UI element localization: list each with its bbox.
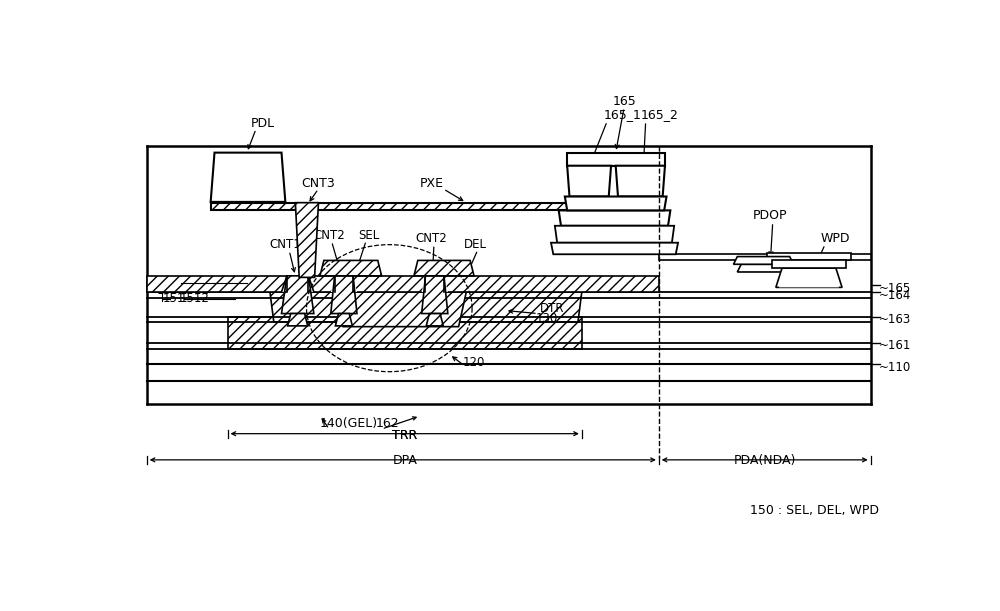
Polygon shape: [779, 274, 839, 287]
Text: 120: 120: [462, 356, 485, 368]
Text: ~110: ~110: [878, 361, 910, 374]
Polygon shape: [422, 276, 448, 313]
Polygon shape: [270, 292, 582, 322]
Text: 151: 151: [163, 293, 185, 306]
Text: ~163: ~163: [878, 313, 910, 326]
Bar: [567, 153, 665, 166]
Polygon shape: [616, 166, 665, 197]
Polygon shape: [565, 197, 666, 210]
Text: PDL: PDL: [251, 117, 275, 130]
Polygon shape: [331, 276, 357, 292]
Text: DEL: DEL: [464, 238, 487, 251]
Polygon shape: [295, 203, 318, 277]
Text: 130: 130: [536, 312, 558, 324]
Text: ~161: ~161: [878, 339, 911, 353]
Bar: [147, 276, 659, 292]
Text: 140(GEL): 140(GEL): [320, 417, 378, 430]
Polygon shape: [320, 260, 382, 276]
Polygon shape: [422, 276, 448, 292]
Text: 1511: 1511: [180, 284, 210, 297]
Text: CNT2: CNT2: [313, 229, 345, 241]
Text: PDA(NDA): PDA(NDA): [734, 454, 796, 467]
Text: 1512: 1512: [180, 293, 210, 306]
Text: 152: 152: [174, 276, 196, 289]
Text: ~165: ~165: [878, 282, 910, 295]
Polygon shape: [426, 313, 443, 326]
Polygon shape: [282, 276, 314, 292]
Polygon shape: [288, 313, 308, 326]
Text: DPA: DPA: [392, 454, 417, 467]
Polygon shape: [733, 257, 794, 265]
Text: 150 : SEL, DEL, WPD: 150 : SEL, DEL, WPD: [750, 504, 879, 517]
Text: 165_1: 165_1: [603, 108, 641, 122]
Text: SEL: SEL: [358, 229, 380, 241]
Text: CNT3: CNT3: [302, 177, 335, 190]
Polygon shape: [551, 243, 678, 254]
Text: DTR: DTR: [539, 302, 564, 315]
Text: 165: 165: [612, 95, 636, 108]
Text: CNT1: CNT1: [269, 238, 301, 251]
Bar: [659, 254, 871, 260]
Polygon shape: [335, 313, 352, 326]
Text: PDOP: PDOP: [753, 210, 787, 222]
Polygon shape: [767, 253, 851, 260]
Polygon shape: [567, 166, 611, 197]
Polygon shape: [776, 268, 842, 287]
Text: WPD: WPD: [820, 232, 850, 246]
Text: TRR: TRR: [392, 429, 417, 442]
Polygon shape: [414, 260, 474, 276]
Polygon shape: [559, 210, 670, 226]
Text: 165_2: 165_2: [640, 108, 678, 122]
Text: CNT2: CNT2: [416, 232, 448, 246]
Text: ~164: ~164: [878, 288, 911, 302]
Polygon shape: [335, 292, 466, 327]
Bar: [211, 203, 620, 210]
Polygon shape: [555, 226, 674, 243]
Bar: [228, 316, 582, 349]
Text: TRR: TRR: [392, 429, 417, 442]
Polygon shape: [282, 276, 314, 313]
Polygon shape: [331, 276, 357, 313]
Text: 150: 150: [157, 284, 179, 297]
Text: PXE: PXE: [420, 177, 444, 190]
Polygon shape: [211, 153, 285, 202]
Polygon shape: [737, 265, 790, 272]
Text: 162: 162: [375, 417, 399, 430]
Polygon shape: [772, 260, 846, 268]
